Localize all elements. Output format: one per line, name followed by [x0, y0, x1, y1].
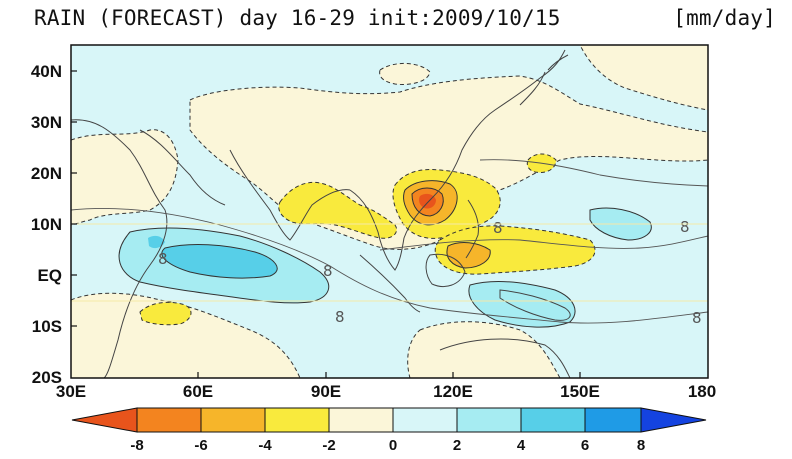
colorbar-label: 2 — [453, 437, 461, 454]
lon-label-60e: 60E — [183, 382, 213, 401]
coast-borneo — [425, 253, 466, 287]
colorbar-label: -4 — [258, 437, 272, 454]
contour-label: 8 — [335, 308, 345, 326]
contour-label: 8 — [692, 309, 702, 327]
region-cream-north-sea — [379, 63, 431, 85]
lon-axis — [197, 372, 581, 378]
contour-label: 8 — [493, 219, 503, 237]
region-cream-sahara — [71, 129, 179, 226]
units-label: [mm/day] — [673, 6, 776, 30]
lat-label-eq: EQ — [37, 266, 62, 285]
coast-japan — [519, 54, 569, 106]
contour-line — [379, 235, 708, 251]
coast-sumatra — [359, 254, 421, 313]
lat-label-10s: 10S — [32, 317, 62, 336]
lat-axis — [71, 70, 77, 327]
colorbar-segment — [392, 407, 458, 433]
colorbar-label: -8 — [130, 437, 143, 454]
figure-title: RAIN (FORECAST) day 16-29 init:2009/10/1… — [34, 6, 786, 38]
coast-newguinea — [499, 289, 571, 321]
coast-india — [229, 149, 351, 241]
lon-label-120e: 120E — [433, 382, 473, 401]
region-cream-pacific-north — [579, 45, 708, 111]
colorbar-segment — [520, 407, 586, 433]
region-cream-australia — [407, 321, 561, 378]
colorbar-arrow-left — [71, 407, 138, 433]
lat-label-30n: 30N — [31, 113, 62, 132]
colorbar-label: 8 — [637, 437, 645, 454]
colorbar-segment — [264, 407, 330, 433]
coast-indochina — [349, 189, 433, 271]
colorbar-labels: -8 -6 -4 -2 0 2 4 6 8 — [130, 437, 645, 454]
coast-china — [431, 49, 566, 199]
region-cyan-west — [148, 235, 165, 249]
contour-line — [479, 159, 708, 187]
coast-australia — [439, 338, 571, 378]
lat-label-10n: 10N — [31, 215, 62, 234]
colorbar-segment — [456, 407, 522, 433]
colorbar-segment — [136, 407, 202, 433]
contour-line — [71, 207, 708, 324]
lat-label-20n: 20N — [31, 164, 62, 183]
colorbar-segment — [584, 407, 642, 433]
lon-label-30e: 30E — [56, 382, 86, 401]
colorbar-arrow-right — [640, 407, 707, 433]
colorbar-label: 4 — [517, 437, 526, 454]
colorbar-label: 6 — [581, 437, 589, 454]
colorbar-label: -6 — [194, 437, 207, 454]
region-cream-indian-south — [71, 292, 301, 378]
lon-label-180: 180 — [688, 382, 716, 401]
lat-label-20s: 20S — [32, 368, 62, 387]
contour-lines — [71, 159, 708, 324]
coastlines — [71, 49, 571, 378]
region-cyan-core — [161, 244, 278, 279]
coast-philippines — [465, 199, 479, 259]
lon-label-150e: 150E — [560, 382, 600, 401]
colorbar-segment — [328, 407, 394, 433]
colorbar-label: 0 — [389, 437, 397, 454]
title-text: RAIN (FORECAST) day 16-29 init:2009/10/1… — [34, 6, 561, 30]
lon-label-90e: 90E — [311, 382, 341, 401]
colorbar-segment — [200, 407, 266, 433]
coast-arabia — [139, 129, 226, 206]
coast-africa — [71, 119, 168, 378]
plot-frame — [70, 44, 709, 379]
contour-label: 8 — [323, 262, 333, 280]
region-yellow-indian-ocean — [139, 301, 192, 326]
contour-label: 8 — [680, 218, 690, 236]
contour-label: 8 — [158, 250, 168, 268]
colorbar — [71, 407, 707, 433]
colorbar-label: -2 — [322, 437, 335, 454]
contour-label-group: 8 8 8 8 8 8 — [158, 218, 702, 327]
lat-label-40n: 40N — [31, 62, 62, 81]
